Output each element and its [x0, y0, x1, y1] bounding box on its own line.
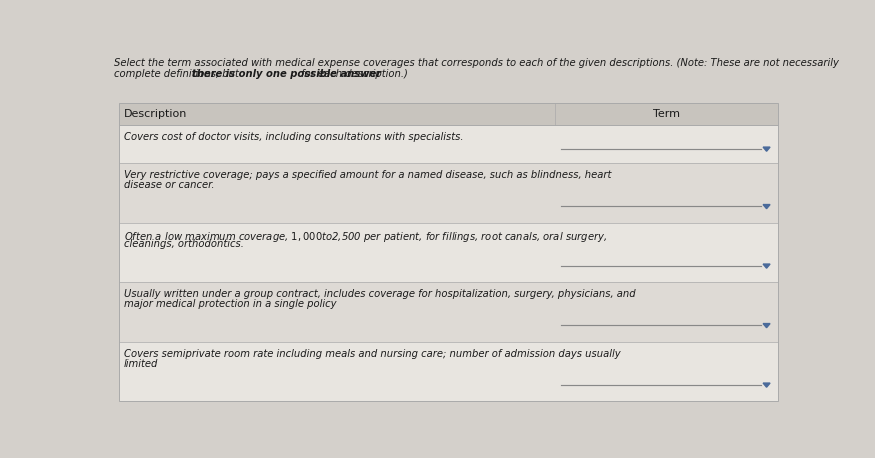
Text: Usually written under a group contract, includes coverage for hospitalization, s: Usually written under a group contract, … — [124, 289, 636, 300]
Bar — [119, 283, 778, 342]
Bar — [119, 104, 778, 402]
Bar — [119, 104, 778, 125]
Text: major medical protection in a single policy: major medical protection in a single pol… — [124, 299, 337, 309]
Bar — [119, 164, 778, 223]
Bar — [119, 125, 778, 164]
Text: Very restrictive coverage; pays a specified amount for a named disease, such as : Very restrictive coverage; pays a specif… — [124, 170, 612, 180]
Polygon shape — [763, 383, 770, 387]
Text: for each description.): for each description.) — [298, 69, 408, 79]
Bar — [119, 223, 778, 283]
Text: complete definitions, but: complete definitions, but — [114, 69, 242, 79]
Text: Often a low maximum coverage, $1,000 to $2,500 per patient, for fillings, root c: Often a low maximum coverage, $1,000 to … — [124, 230, 607, 244]
Polygon shape — [763, 147, 770, 151]
Polygon shape — [763, 264, 770, 268]
Text: Term: Term — [653, 109, 680, 119]
Text: cleanings, orthodontics.: cleanings, orthodontics. — [124, 240, 244, 250]
Text: disease or cancer.: disease or cancer. — [124, 180, 214, 190]
Text: limited: limited — [124, 359, 158, 369]
Text: Covers cost of doctor visits, including consultations with specialists.: Covers cost of doctor visits, including … — [124, 132, 464, 142]
Text: there is only one possible answer: there is only one possible answer — [192, 69, 382, 79]
Text: Select the term associated with medical expense coverages that corresponds to ea: Select the term associated with medical … — [114, 58, 839, 68]
Polygon shape — [763, 323, 770, 328]
Text: Description: Description — [124, 109, 187, 119]
Bar — [119, 342, 778, 402]
Text: Covers semiprivate room rate including meals and nursing care; number of admissi: Covers semiprivate room rate including m… — [124, 349, 620, 359]
Polygon shape — [763, 205, 770, 209]
